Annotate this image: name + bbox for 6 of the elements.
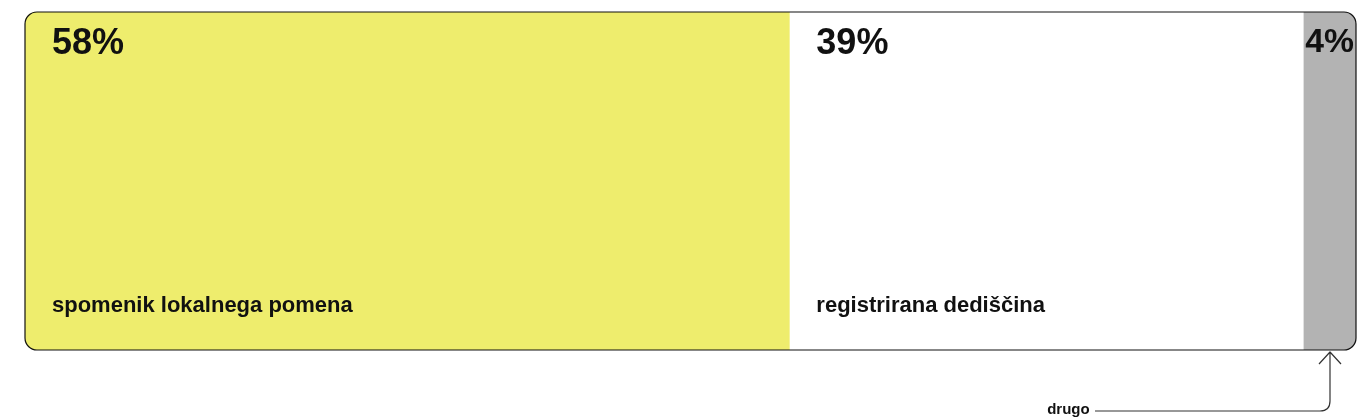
data-label: 39% xyxy=(816,20,889,62)
data-label: 4% xyxy=(1305,21,1355,60)
series-label: spomenik lokalnega pomena xyxy=(52,292,354,317)
series-label: registrirana dediščina xyxy=(816,292,1046,317)
text: drugo xyxy=(1047,400,1090,417)
data-label: 58% xyxy=(52,20,125,62)
